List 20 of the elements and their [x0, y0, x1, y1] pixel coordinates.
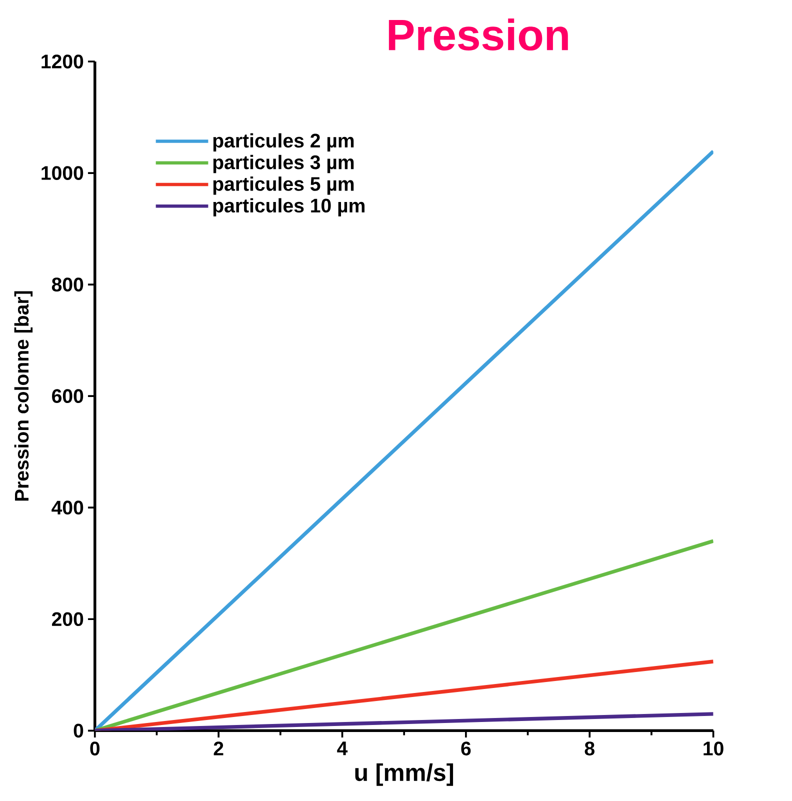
- x-axis-title: u [mm/s]: [355, 763, 454, 786]
- y-tick-label: 0: [74, 724, 84, 738]
- chart-title: Pression: [389, 18, 568, 51]
- legend-label: particules 10 µm: [213, 198, 365, 216]
- x-tick-label: 2: [214, 742, 224, 756]
- x-tick-label: 10: [704, 742, 724, 756]
- x-tick-label: 8: [584, 742, 595, 756]
- y-tick-label: 1000: [42, 166, 84, 180]
- x-tick-label: 0: [90, 742, 100, 756]
- y-tick-label: 400: [52, 500, 84, 515]
- y-tick-label: 1200: [42, 54, 84, 68]
- legend-label: particules 3 µm: [213, 154, 354, 174]
- x-tick-label: 6: [461, 742, 471, 756]
- y-tick-label: 200: [52, 612, 84, 626]
- y-axis-title: Pression colonne [bar]: [14, 291, 33, 501]
- y-tick-label: 600: [52, 389, 84, 404]
- x-tick-label: 4: [337, 742, 348, 756]
- legend-label: particules 5 µm: [213, 176, 354, 195]
- legend-label: particules 2 µm: [213, 133, 354, 152]
- y-tick-label: 800: [52, 278, 84, 292]
